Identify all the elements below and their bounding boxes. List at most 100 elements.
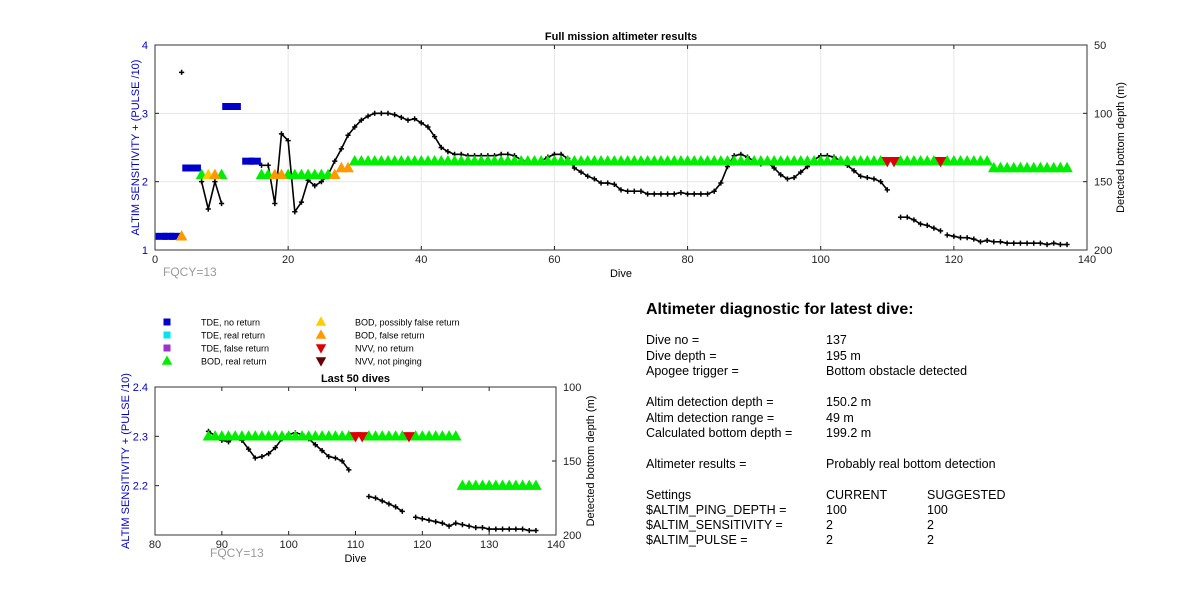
- y-right-axis-label: Detected bottom depth (m): [585, 396, 597, 527]
- bottom-depth-point: [957, 235, 964, 241]
- legend-bod-real-return: BOD, real return: [161, 355, 267, 367]
- bod-real-return-marker: [874, 154, 887, 166]
- bottom-depth-point: [179, 69, 185, 75]
- bottom-depth-point: [473, 525, 479, 531]
- settings-current-header: CURRENT: [826, 488, 888, 502]
- bottom-depth-point: [665, 191, 671, 197]
- bottom-depth-point: [1017, 240, 1024, 246]
- y-right-tick-label: 150: [1094, 177, 1112, 189]
- bottom-depth-point: [698, 191, 704, 197]
- bottom-depth-point: [378, 110, 384, 116]
- bottom-depth-point: [399, 508, 405, 514]
- diag-row-dive-no: Dive no = 137: [646, 333, 1076, 349]
- bottom-depth-point: [412, 116, 418, 122]
- x-tick-label: 40: [415, 254, 427, 266]
- bod-false-return-marker: [342, 161, 354, 173]
- bottom-depth-point: [272, 445, 278, 451]
- bod-false-return-marker: [175, 230, 188, 241]
- bottom-depth-point: [318, 179, 325, 185]
- tde-no-return-marker: [242, 157, 255, 165]
- x-tick-label: 130: [480, 539, 498, 551]
- bottom-depth-point: [278, 131, 285, 137]
- bottom-depth-point: [199, 179, 205, 185]
- bottom-depth-point: [1011, 240, 1017, 246]
- diag-value: Probably real bottom detection: [826, 457, 996, 471]
- setting-name: $ALTIM_PING_DEPTH =: [646, 503, 787, 517]
- bottom-depth-point: [533, 527, 539, 534]
- diag-row-calculated-bottom-depth: Calculated bottom depth = 199.2 m: [646, 426, 1076, 442]
- bottom-depth-point: [591, 176, 597, 182]
- chart-title: Full mission altimeter results: [545, 31, 697, 43]
- bod-real-return-marker: [1061, 161, 1073, 173]
- diag-value: 49 m: [826, 411, 854, 425]
- diag-label: Altim detection depth =: [646, 395, 774, 409]
- y-right-tick-label: 100: [1094, 108, 1112, 120]
- bottom-depth-point: [479, 525, 486, 531]
- bottom-depth-line: [200, 178, 223, 210]
- diag-label: Altimeter results =: [646, 457, 747, 471]
- bod-false-return-marker: [328, 168, 341, 180]
- bottom-depth-point: [871, 176, 877, 182]
- plot-frame: [154, 386, 557, 536]
- diag-row-apogee-trigger: Apogee trigger = Bottom obstacle detecte…: [646, 364, 1076, 380]
- y-left-tick-label: 2: [142, 177, 148, 189]
- diagnostic-title: Altimeter diagnostic for latest dive:: [646, 301, 914, 318]
- diag-value: 137: [826, 333, 847, 347]
- diag-row-altim-detection-depth: Altim detection depth = 150.2 m: [646, 395, 1076, 411]
- bottom-depth-point: [285, 138, 291, 144]
- chart-title: Last 50 dives: [321, 373, 390, 385]
- bottom-depth-point: [598, 180, 604, 186]
- x-tick-label: 140: [1078, 254, 1096, 266]
- settings-suggested-header: SUGGESTED: [927, 488, 1006, 502]
- tde-no-return-marker: [155, 232, 168, 240]
- legend-tde-no-return: TDE, no return: [163, 318, 260, 328]
- bottom-depth-point: [445, 149, 451, 155]
- setting-current: 2: [826, 518, 833, 532]
- legend-nvv-no-return: NVV, no return: [315, 344, 414, 354]
- bottom-depth-point: [338, 146, 344, 152]
- bottom-depth-point: [658, 191, 664, 197]
- legend-bod-real-return-label: BOD, real return: [201, 357, 267, 367]
- legend-tde-real-return: TDE, real return: [163, 331, 265, 341]
- bottom-depth-point: [1064, 241, 1070, 248]
- bottom-depth-point: [258, 162, 265, 168]
- settings-header: Settings CURRENT SUGGESTED: [646, 488, 1076, 504]
- y-left-tick-label: 2.2: [133, 481, 148, 493]
- nvv-no-return-marker: [403, 432, 415, 443]
- diag-row-altimeter-results: Altimeter results = Probably real bottom…: [646, 457, 1076, 473]
- bottom-depth-point: [578, 169, 584, 175]
- bottom-depth-point: [858, 173, 864, 179]
- y-left-axis-label: ALTIM SENSITIVITY + (PULSE /10): [120, 373, 132, 549]
- y-left-tick-label: 2.4: [133, 382, 148, 394]
- legend-tde-no-return-label: TDE, no return: [201, 318, 260, 328]
- bottom-depth-point: [426, 517, 432, 523]
- bottom-depth-point: [605, 180, 611, 186]
- tde-no-return-marker: [248, 157, 261, 165]
- bottom-depth-point: [513, 526, 519, 532]
- legend-nvv-not-pinging-label: NVV, not pinging: [355, 357, 422, 367]
- x-tick-label: 110: [347, 539, 365, 551]
- bottom-depth-point: [405, 117, 411, 123]
- bottom-depth-point: [917, 221, 924, 227]
- bottom-depth-point: [298, 199, 305, 205]
- bottom-depth-point: [964, 235, 970, 241]
- y-left-tick-label: 3: [142, 108, 148, 120]
- bod-real-return-marker: [981, 154, 993, 166]
- tde-no-return-marker: [222, 103, 235, 110]
- bottom-depth-point: [346, 467, 352, 473]
- fqcy-annotation: FQCY=13: [163, 265, 217, 279]
- bottom-depth-point: [319, 448, 325, 454]
- bottom-depth-point: [379, 498, 385, 504]
- bottom-depth-point: [398, 114, 404, 121]
- setting-row-sensitivity: $ALTIM_SENSITIVITY = 2 2: [646, 518, 1076, 534]
- legend-nvv-no-return-label: NVV, no return: [355, 344, 414, 354]
- y-right-tick-label: 200: [1094, 245, 1112, 257]
- altimeter-diagnostic-panel: Altimeter diagnostic for latest dive: Di…: [646, 301, 1076, 561]
- bottom-depth-point: [1004, 240, 1010, 246]
- bod-false-return-marker: [275, 168, 288, 180]
- legend-nvv-no-return-marker: [315, 344, 327, 354]
- bottom-depth-point: [413, 514, 419, 520]
- bottom-depth-point: [526, 527, 532, 534]
- bottom-depth-point: [884, 187, 890, 193]
